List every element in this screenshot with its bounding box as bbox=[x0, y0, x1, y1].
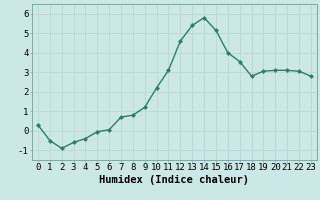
X-axis label: Humidex (Indice chaleur): Humidex (Indice chaleur) bbox=[100, 175, 249, 185]
